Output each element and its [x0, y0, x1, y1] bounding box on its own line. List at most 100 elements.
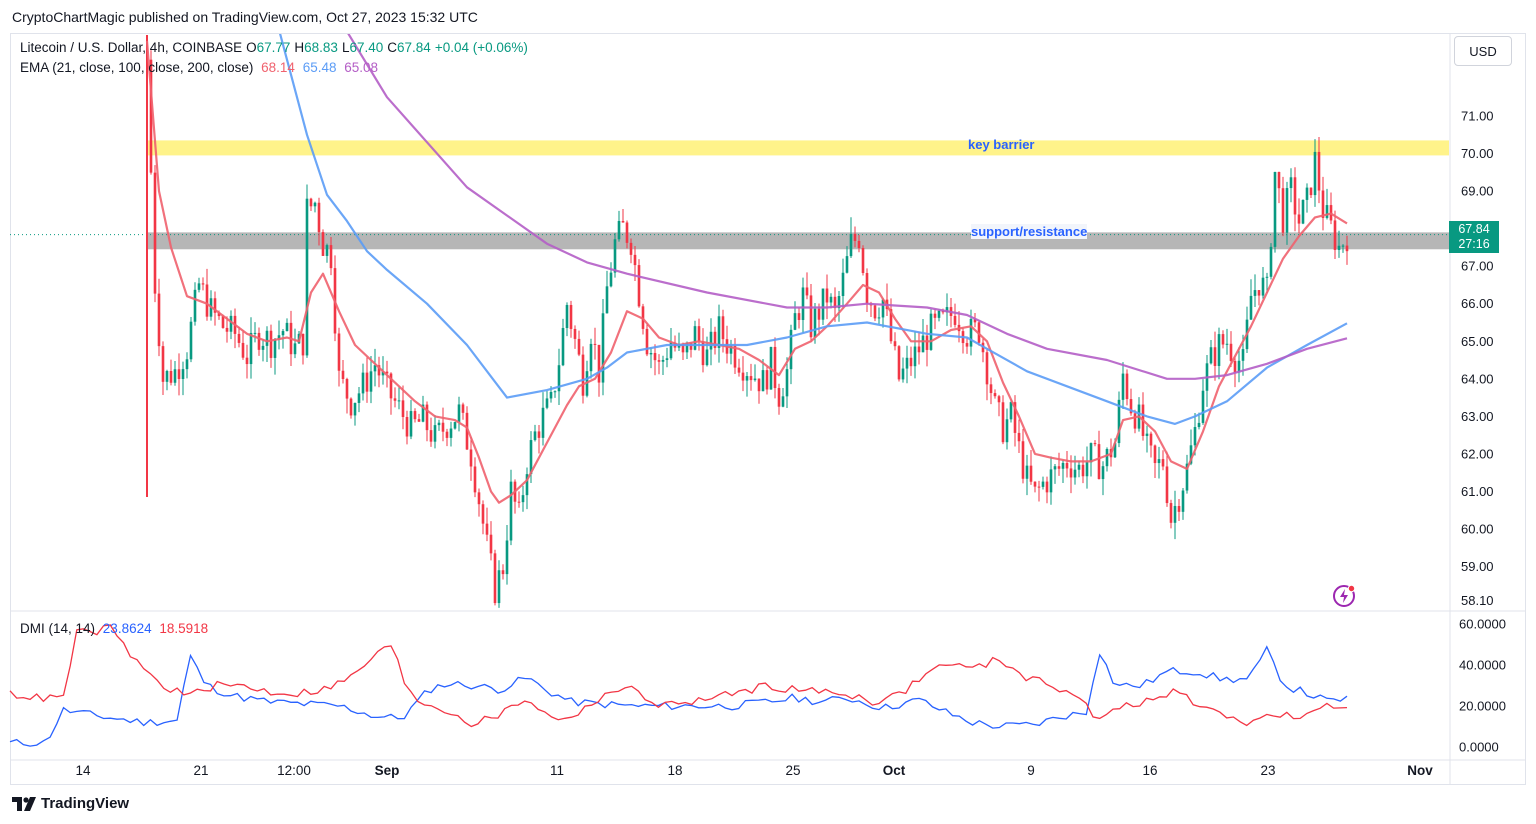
- candle-body: [421, 404, 425, 422]
- candle-body: [985, 352, 989, 385]
- currency-button[interactable]: USD: [1454, 36, 1512, 66]
- candle-body: [1225, 343, 1229, 345]
- candle-body: [889, 309, 893, 342]
- candle-body: [1193, 427, 1197, 446]
- candle-body: [1025, 465, 1029, 479]
- candle-body: [729, 345, 733, 354]
- candle-body: [905, 357, 909, 369]
- time-tick-label: 14: [75, 763, 91, 778]
- candle-body: [1221, 334, 1225, 345]
- time-tick-label: 9: [1027, 763, 1035, 778]
- time-tick-label: 23: [1260, 763, 1275, 778]
- time-tick-label: 11: [550, 763, 564, 778]
- candle-body: [925, 335, 929, 350]
- candle-body: [1233, 360, 1237, 373]
- price-tick-label: 64.00: [1461, 371, 1494, 386]
- candle-body: [217, 312, 221, 317]
- candle-body: [757, 378, 761, 392]
- di-plus-line: [9, 645, 1348, 747]
- low-label: L: [341, 40, 350, 55]
- symbol-label[interactable]: Litecoin / U.S. Dollar, 4h, COINBASE: [20, 40, 243, 55]
- candle-body: [1345, 245, 1349, 252]
- close-value: 67.84: [397, 40, 431, 55]
- candle-body: [1229, 343, 1233, 361]
- candle-body: [169, 370, 173, 383]
- price-tick-label: 66.00: [1461, 296, 1494, 311]
- candle-body: [741, 372, 745, 381]
- candle-body: [321, 232, 325, 256]
- candle-body: [1073, 469, 1077, 478]
- candle-body: [589, 343, 593, 372]
- candle-body: [185, 359, 189, 370]
- lightning-icon[interactable]: [1332, 584, 1356, 608]
- time-tick-label: 21: [193, 763, 208, 778]
- high-label: H: [294, 40, 305, 55]
- candle-body: [1105, 449, 1109, 467]
- candle-body: [309, 198, 313, 207]
- candle-body: [973, 318, 977, 323]
- dmi-tick-label: 40.0000: [1459, 658, 1506, 673]
- candle-body: [701, 341, 705, 366]
- candle-body: [305, 198, 309, 356]
- price-legend: Litecoin / U.S. Dollar, 4h, COINBASE O67.…: [20, 40, 532, 55]
- candle-body: [873, 305, 877, 319]
- candle-body: [1241, 349, 1245, 361]
- candle-body: [1305, 187, 1309, 200]
- candle-body: [689, 342, 693, 350]
- candle-body: [793, 313, 797, 330]
- candle-body: [441, 422, 445, 432]
- price-tick-label: 62.00: [1461, 446, 1494, 461]
- candle-body: [1061, 462, 1065, 469]
- candle-body: [281, 331, 285, 336]
- tradingview-logo[interactable]: TradingView: [12, 795, 129, 812]
- candle-body: [369, 371, 373, 392]
- candle-body: [509, 481, 513, 541]
- candle-body: [1197, 422, 1201, 428]
- candle-body: [1273, 171, 1277, 247]
- candle-body: [833, 296, 837, 309]
- candle-body: [1177, 506, 1181, 512]
- ema-label[interactable]: EMA (21, close, 100, close, 200, close): [20, 60, 254, 75]
- candle-body: [493, 553, 497, 604]
- candle-body: [1121, 373, 1125, 400]
- candle-body: [1173, 506, 1177, 523]
- candle-body: [205, 284, 209, 317]
- candle-body: [1325, 205, 1329, 218]
- candle-body: [901, 368, 905, 380]
- candle-body: [193, 289, 197, 322]
- candle-body: [225, 327, 229, 332]
- candle-body: [389, 373, 393, 399]
- candle-body: [1113, 443, 1117, 458]
- candle-body: [577, 338, 581, 355]
- candle-body: [349, 398, 353, 416]
- candle-body: [1285, 188, 1289, 233]
- candle-body: [1313, 151, 1317, 196]
- candle-body: [453, 422, 457, 429]
- candle-body: [697, 326, 701, 342]
- candle-body: [313, 202, 317, 207]
- candle-body: [525, 474, 529, 496]
- candle-body: [249, 332, 253, 365]
- candle-body: [629, 242, 633, 255]
- candle-body: [825, 288, 829, 303]
- candle-body: [365, 372, 369, 392]
- tradingview-icon: [12, 796, 36, 811]
- candle-body: [425, 404, 429, 431]
- candle-body: [709, 331, 713, 350]
- dmi-label[interactable]: DMI (14, 14): [20, 621, 96, 636]
- candle-body: [405, 417, 409, 437]
- candle-body: [1341, 245, 1345, 247]
- price-tick-label: 63.00: [1461, 409, 1494, 424]
- candle-body: [849, 233, 853, 257]
- candle-body: [337, 333, 341, 371]
- candle-body: [553, 391, 557, 393]
- candle-body: [445, 431, 449, 438]
- candle-body: [301, 333, 305, 356]
- candle-body: [1189, 445, 1193, 464]
- candle-body: [661, 359, 665, 362]
- candle-body: [397, 400, 401, 402]
- di-minus-line: [9, 624, 1348, 728]
- price-tick-label: 61.00: [1461, 484, 1494, 499]
- candle-body: [561, 328, 565, 366]
